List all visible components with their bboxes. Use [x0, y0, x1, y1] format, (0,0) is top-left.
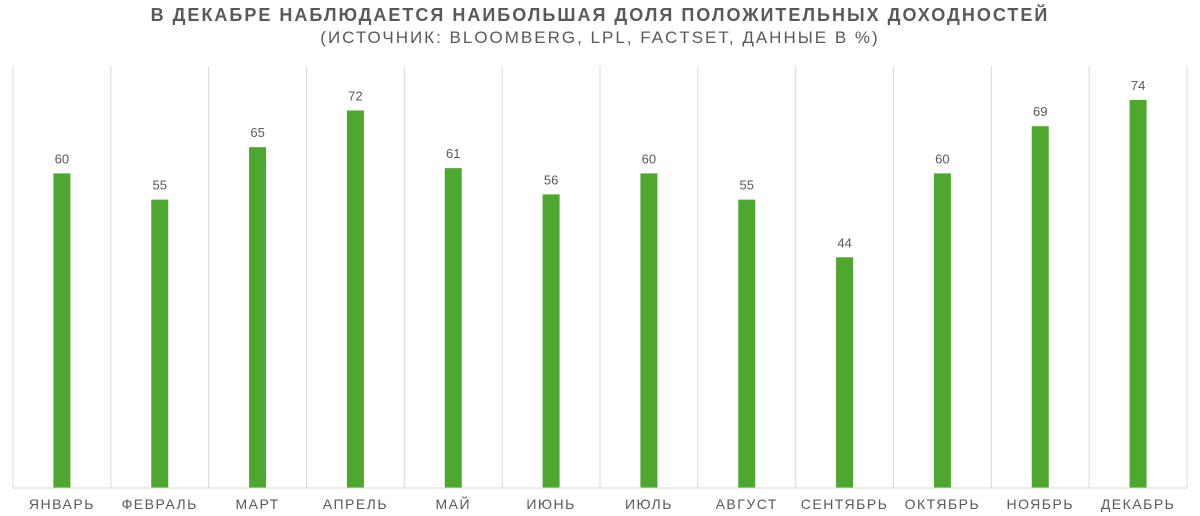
bars	[53, 100, 1147, 489]
x-tick-label: СЕНТЯБРЬ	[801, 496, 889, 512]
data-label: 44	[837, 235, 851, 250]
x-tick-label: АВГУСТ	[716, 496, 778, 512]
x-tick-label: ФЕВРАЛЬ	[122, 496, 198, 512]
bar	[53, 173, 71, 489]
bar	[542, 194, 560, 489]
data-label: 60	[642, 151, 656, 166]
x-tick-label: ИЮНЬ	[526, 496, 576, 512]
x-tick-label: ДЕКАБРЬ	[1101, 496, 1176, 512]
data-label: 55	[740, 178, 754, 193]
bar	[738, 199, 756, 488]
bar	[836, 257, 854, 488]
bar	[444, 168, 462, 488]
bar	[249, 147, 267, 488]
data-label: 72	[348, 88, 362, 103]
bar	[346, 110, 364, 489]
bar	[1031, 126, 1049, 488]
x-tick-label: ИЮЛЬ	[625, 496, 673, 512]
chart-subtitle: (ИСТОЧНИК: BLOOMBERG, LPL, FACTSET, ДАНН…	[320, 28, 880, 47]
data-label: 61	[446, 146, 460, 161]
data-label: 74	[1131, 78, 1145, 93]
chart-title: В ДЕКАБРЕ НАБЛЮДАЕТСЯ НАИБОЛЬШАЯ ДОЛЯ ПО…	[150, 5, 1050, 25]
bar	[1129, 100, 1147, 488]
bar	[933, 173, 951, 489]
x-tick-label: АПРЕЛЬ	[323, 496, 388, 512]
x-axis-tick-labels: ЯНВАРЬ ФЕВРАЛЬ МАРТ АПРЕЛЬ МАЙ ИЮНЬ ИЮЛЬ АВГУСТ…	[29, 495, 1176, 512]
data-label: 56	[544, 172, 558, 187]
x-tick-label: ОКТЯБРЬ	[905, 496, 981, 512]
data-label: 69	[1033, 104, 1047, 119]
category-separators	[12, 66, 1188, 488]
bar	[151, 199, 169, 488]
x-tick-label: ЯНВАРЬ	[29, 496, 95, 512]
x-tick-label: НОЯБРЬ	[1006, 496, 1074, 512]
data-label: 65	[250, 125, 264, 140]
x-tick-label: МАЙ	[435, 495, 471, 512]
data-label: 60	[935, 151, 949, 166]
data-labels: 60 55 65 72 61 56 60 55 44 60 69 74	[55, 78, 1146, 250]
data-label: 55	[153, 178, 167, 193]
bar	[640, 173, 658, 489]
data-label: 60	[55, 151, 69, 166]
x-tick-label: МАРТ	[235, 496, 279, 512]
